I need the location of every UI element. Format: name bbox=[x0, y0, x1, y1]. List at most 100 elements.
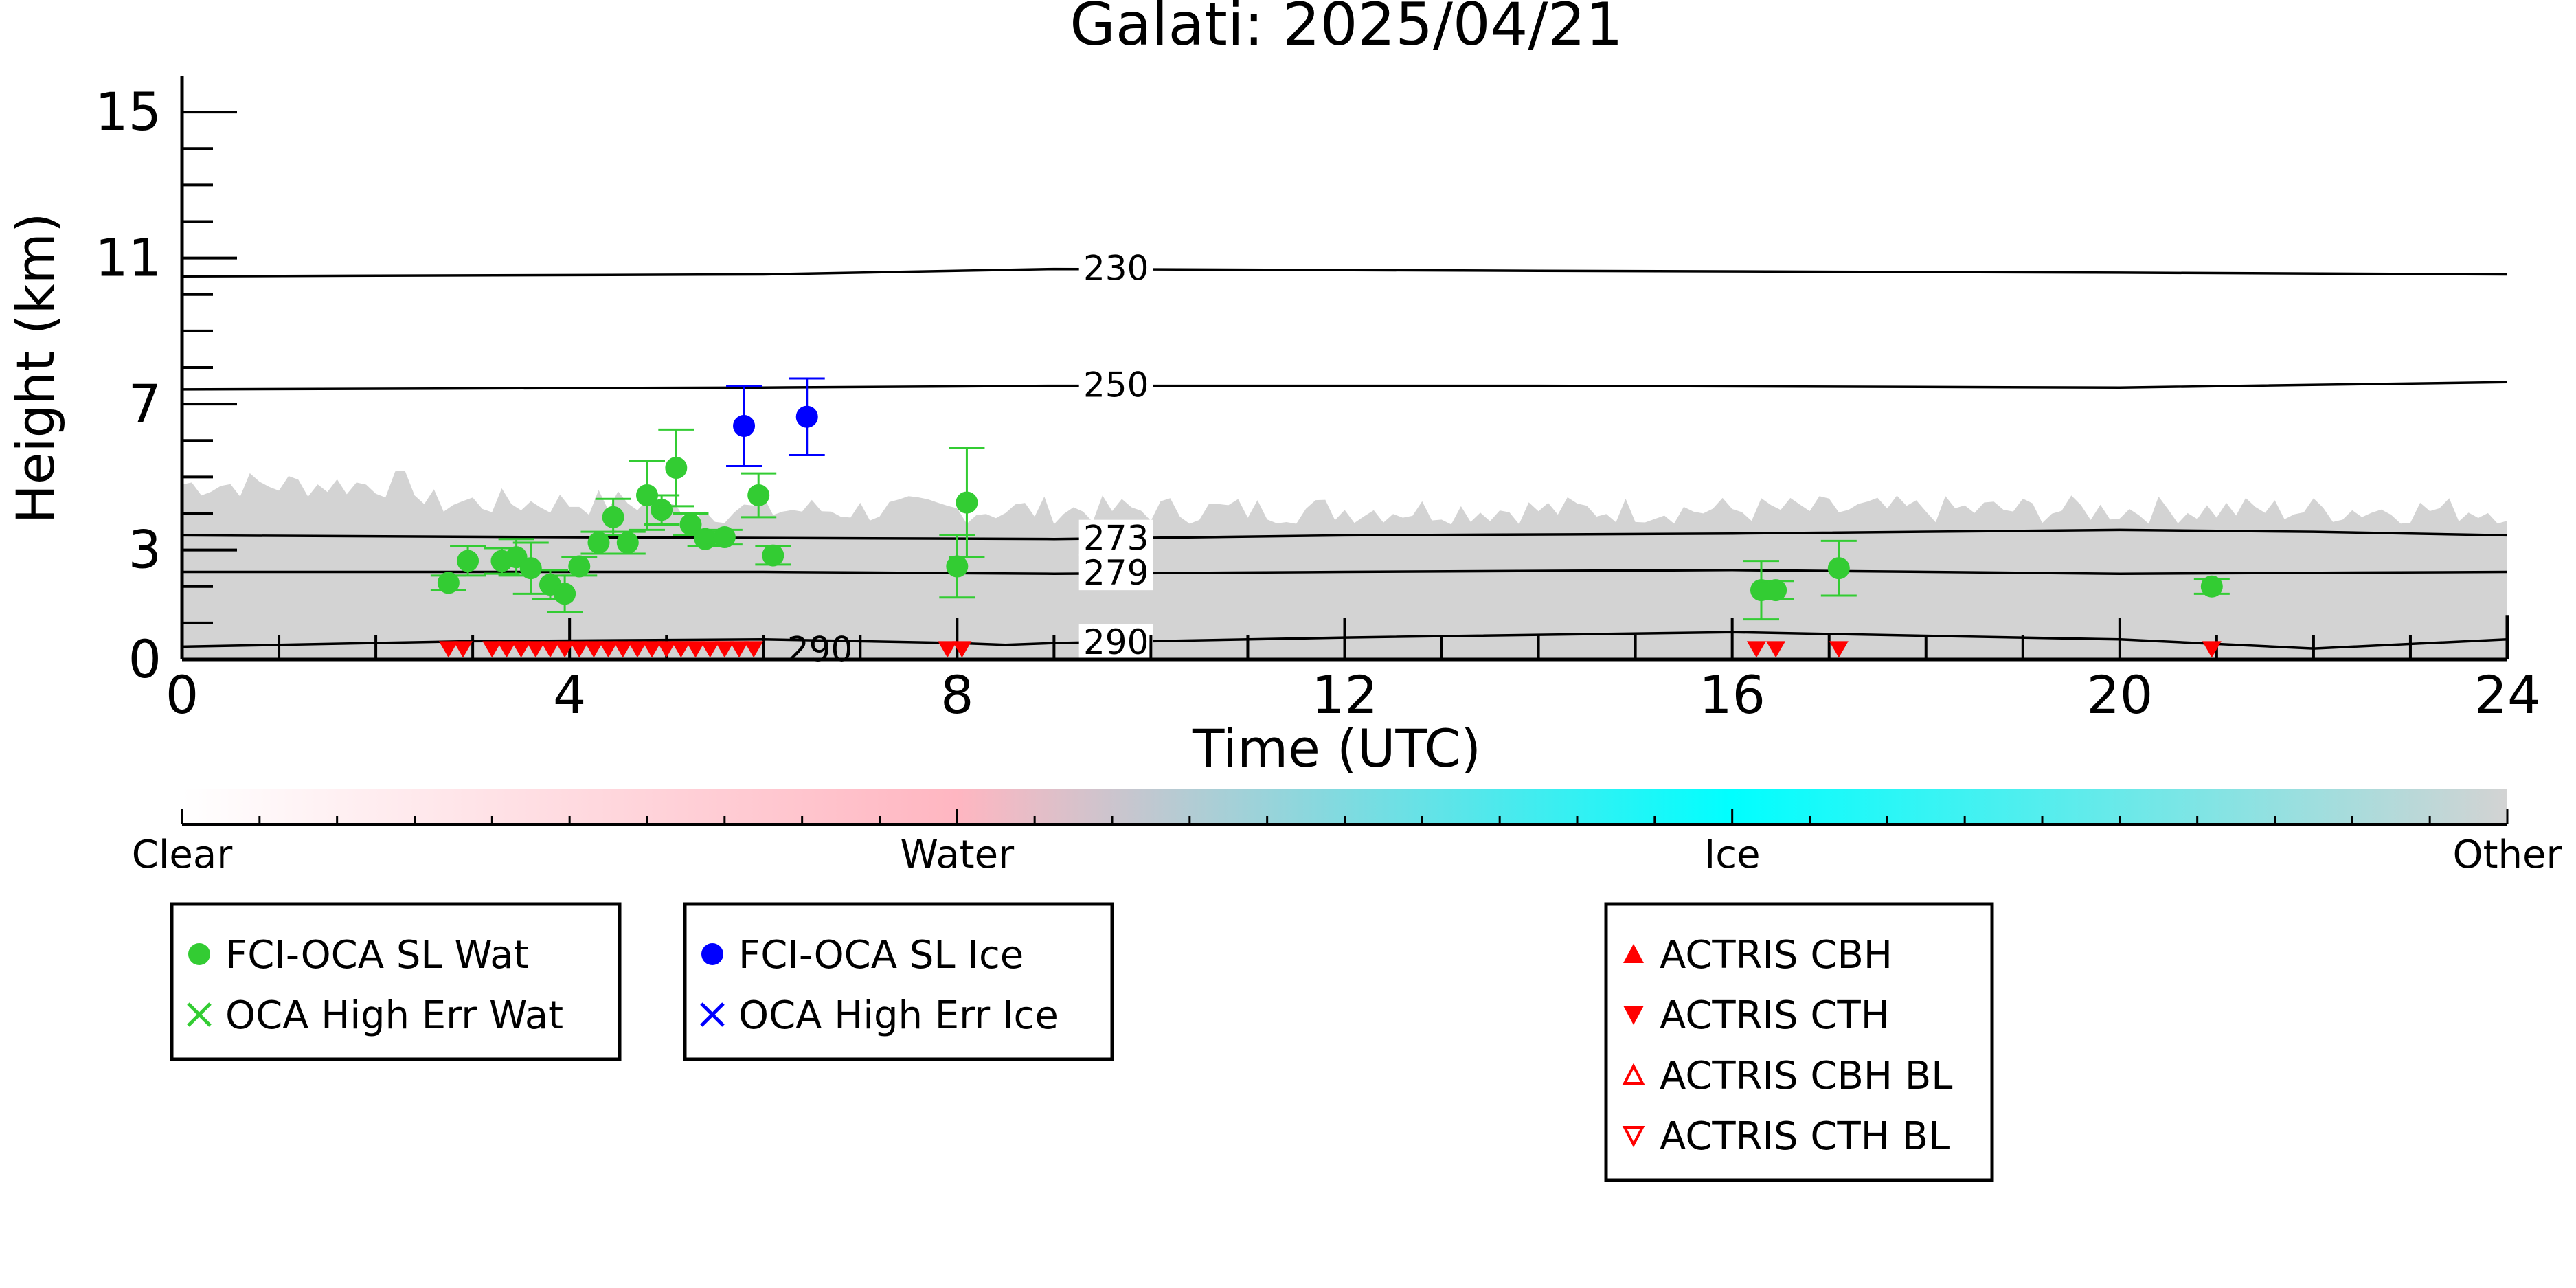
legend-label: FCI-OCA SL Wat bbox=[225, 933, 529, 978]
data-point bbox=[733, 415, 756, 437]
colorbar-label: Ice bbox=[1704, 833, 1761, 877]
x-tick-label: 0 bbox=[166, 664, 199, 725]
data-point bbox=[569, 641, 589, 658]
contour-250 bbox=[181, 381, 2508, 391]
y-tick-label: 15 bbox=[95, 81, 161, 142]
x-tick-label: 24 bbox=[2474, 664, 2541, 725]
data-point bbox=[795, 405, 818, 428]
contour-label-bg bbox=[1078, 249, 1153, 286]
colorbar-label: Clear bbox=[132, 833, 233, 877]
colorbar: Clear Water Ice Other bbox=[132, 789, 2562, 877]
x-tick-label: 4 bbox=[553, 664, 586, 725]
data-point bbox=[657, 641, 677, 658]
data-point bbox=[587, 532, 610, 554]
y-tick-label: 7 bbox=[128, 373, 161, 434]
data-point bbox=[616, 532, 639, 554]
data-point bbox=[526, 641, 545, 658]
contour-label-bg bbox=[1078, 519, 1153, 556]
legend-label: OCA High Err Wat bbox=[225, 993, 563, 1038]
data-point bbox=[584, 641, 604, 658]
contour-label-279: 279 bbox=[1083, 553, 1149, 593]
data-point bbox=[938, 641, 958, 658]
data-point bbox=[956, 491, 978, 514]
legend-label: ACTRIS CTH BL bbox=[1660, 1114, 1950, 1159]
data-point bbox=[1827, 557, 1850, 580]
data-point bbox=[1765, 579, 1787, 602]
data-point bbox=[729, 641, 749, 658]
legend-marker bbox=[1622, 1063, 1645, 1085]
legend-label: FCI-OCA SL Ice bbox=[738, 933, 1024, 978]
data-point bbox=[519, 557, 542, 580]
y-tick-label: 3 bbox=[128, 519, 161, 580]
contour-label-273: 273 bbox=[1083, 519, 1149, 558]
legend-box bbox=[1604, 902, 1994, 1182]
data-point bbox=[540, 641, 560, 658]
data-point bbox=[602, 506, 624, 528]
contour-label-bg bbox=[1078, 624, 1153, 660]
data-point bbox=[1829, 641, 1849, 658]
data-point bbox=[453, 641, 473, 658]
contour-279 bbox=[182, 569, 2508, 575]
x-tick-label: 8 bbox=[940, 664, 973, 725]
legend-marker bbox=[187, 1002, 212, 1027]
y-axis-label: Height (km) bbox=[5, 213, 66, 524]
contour-label-290: 290 bbox=[787, 630, 852, 670]
legend-box bbox=[683, 902, 1114, 1061]
data-point bbox=[744, 641, 764, 658]
contour-273 bbox=[181, 528, 2508, 541]
data-point bbox=[482, 641, 502, 658]
legend-label: ACTRIS CBH BL bbox=[1660, 1054, 1952, 1098]
x-tick-label: 20 bbox=[2086, 664, 2153, 725]
data-point bbox=[554, 583, 576, 605]
legend-marker bbox=[1623, 944, 1644, 963]
data-point bbox=[627, 641, 647, 658]
y-tick-label: 0 bbox=[128, 629, 161, 690]
legend-box bbox=[170, 902, 622, 1061]
data-point bbox=[694, 528, 716, 550]
contour-230 bbox=[181, 267, 2508, 278]
data-point bbox=[679, 513, 702, 536]
data-point bbox=[747, 484, 770, 506]
data-point bbox=[511, 641, 531, 658]
data-point bbox=[713, 526, 736, 549]
data-point bbox=[952, 641, 972, 658]
y-tick-label: 11 bbox=[95, 227, 161, 289]
data-point bbox=[555, 641, 575, 658]
data-point bbox=[651, 499, 673, 521]
legend-marker bbox=[700, 1002, 725, 1027]
data-point bbox=[642, 641, 662, 658]
data-point bbox=[2202, 641, 2222, 658]
contour-label-250: 250 bbox=[1083, 365, 1149, 405]
data-point bbox=[437, 572, 460, 594]
data-point bbox=[497, 641, 517, 658]
series-actris-cth bbox=[438, 641, 2222, 658]
data-point bbox=[568, 555, 591, 578]
legend-label: ACTRIS CBH bbox=[1660, 933, 1893, 978]
legend-marker bbox=[1622, 1126, 1645, 1148]
chart-title: Galati: 2025/04/21 bbox=[1070, 0, 1623, 59]
legend-marker bbox=[701, 943, 723, 965]
legend-label: OCA High Err Ice bbox=[738, 993, 1059, 1038]
contour-label-230: 230 bbox=[1083, 249, 1149, 289]
data-point bbox=[671, 641, 691, 658]
data-point bbox=[2200, 575, 2223, 598]
legend-label: ACTRIS CTH bbox=[1660, 993, 1890, 1038]
data-point bbox=[665, 457, 688, 479]
x-axis-label: Time (UTC) bbox=[1192, 718, 1481, 779]
contour-label-bg bbox=[1078, 554, 1153, 591]
series-fci-oca-sl-ice bbox=[726, 377, 825, 467]
contour-label-290: 290 bbox=[1083, 622, 1149, 662]
data-point bbox=[613, 641, 633, 658]
data-point bbox=[598, 641, 618, 658]
data-point bbox=[700, 641, 720, 658]
data-point bbox=[686, 641, 705, 658]
data-point bbox=[1746, 641, 1766, 658]
series-fci-oca-sl-wat bbox=[430, 428, 2230, 621]
colorbar-label: Water bbox=[901, 833, 1015, 877]
colorbar-label: Other bbox=[2452, 833, 2562, 877]
contour-label-bg bbox=[1078, 366, 1153, 403]
data-point bbox=[438, 641, 458, 658]
legend-marker bbox=[188, 943, 210, 965]
